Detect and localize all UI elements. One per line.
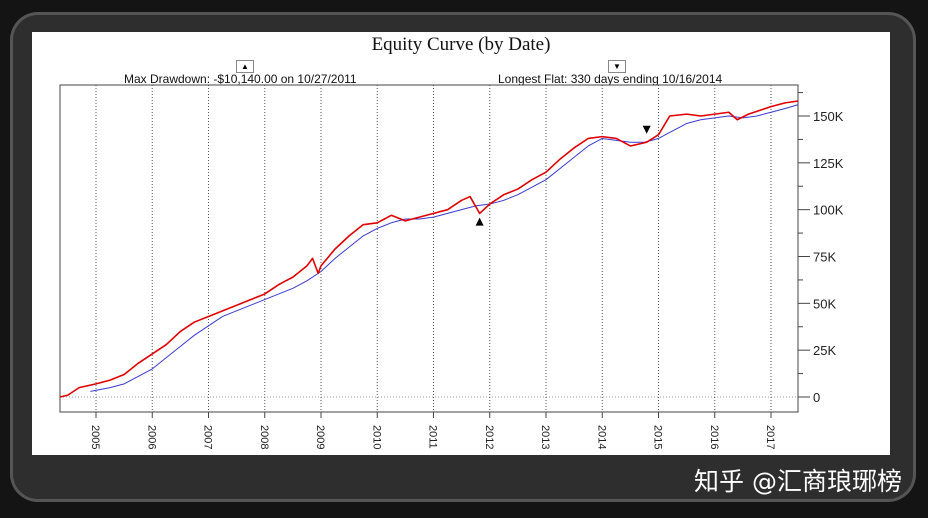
equity-line	[59, 100, 799, 398]
x-tick-label: 2009	[314, 425, 326, 449]
x-tick-label: 2011	[427, 425, 439, 449]
plot-area	[59, 84, 799, 413]
longest-flat-marker	[642, 125, 651, 134]
average-line	[90, 104, 799, 392]
y-tick-label: 100K	[813, 203, 844, 218]
x-tick-label: 2017	[764, 425, 776, 449]
y-tick-label: 75K	[813, 250, 836, 265]
x-tick-label: 2012	[483, 425, 495, 449]
chart-title: Equity Curve (by Date)	[371, 34, 551, 55]
y-tick-label: 0	[813, 390, 820, 405]
x-tick-label: 2005	[89, 425, 101, 449]
x-tick-label: 2007	[202, 425, 214, 449]
x-tick-label: 2016	[708, 425, 720, 449]
y-tick-label: 125K	[813, 156, 844, 171]
y-tick-label: 25K	[813, 343, 836, 358]
max-drawdown-marker-button[interactable]: ▲	[236, 60, 254, 73]
y-tick-label: 50K	[813, 296, 836, 311]
max-drawdown-label: Max Drawdown: -$10,140.00 on 10/27/2011	[124, 72, 357, 86]
max-drawdown-marker	[475, 217, 484, 226]
x-tick-label: 2010	[370, 425, 382, 449]
longest-flat-marker-button[interactable]: ▼	[608, 60, 626, 73]
longest-flat-label: Longest Flat: 330 days ending 10/16/2014	[498, 72, 723, 86]
x-tick-label: 2013	[539, 425, 551, 449]
x-tick-label: 2008	[258, 425, 270, 449]
x-tick-label: 2014	[595, 425, 607, 449]
x-tick-label: 2006	[145, 425, 157, 449]
x-tick-label: 2015	[652, 425, 664, 449]
y-tick-label: 150K	[813, 109, 844, 124]
chart-panel: Equity Curve (by Date) ▲ Max Drawdown: -…	[32, 32, 890, 455]
watermark: 知乎 @汇商琅琊榜	[694, 467, 902, 496]
